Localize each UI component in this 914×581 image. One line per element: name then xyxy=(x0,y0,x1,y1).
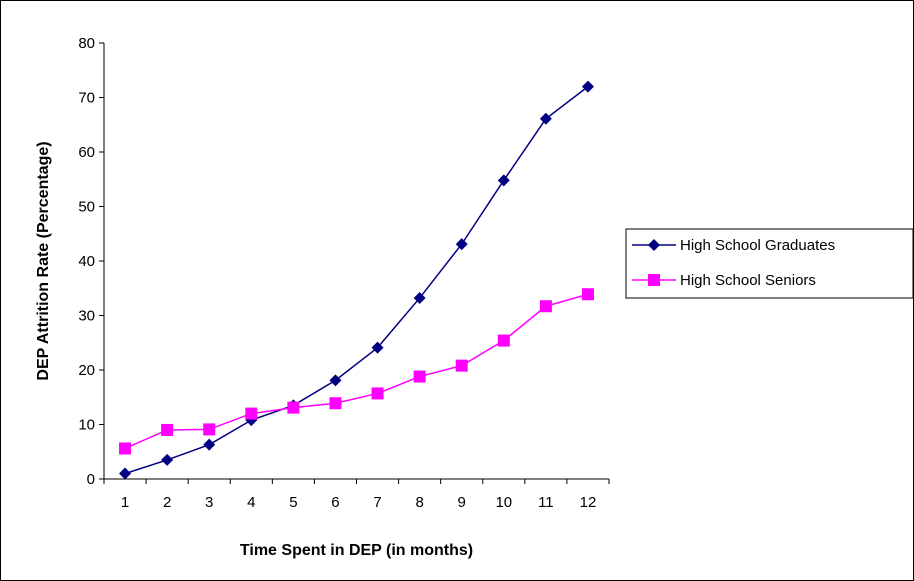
y-axis-ticks: 0 10 20 30 40 50 60 70 80 xyxy=(78,35,104,488)
series-line xyxy=(124,86,589,475)
y-tick-label: 50 xyxy=(78,199,95,216)
y-tick-label: 30 xyxy=(78,308,95,325)
x-tick-label: 8 xyxy=(415,494,423,511)
y-tick-label: 60 xyxy=(78,144,95,161)
data-point xyxy=(413,292,426,305)
x-tick-label: 7 xyxy=(373,494,381,511)
x-tick-label: 5 xyxy=(289,494,297,511)
data-point xyxy=(203,438,216,451)
data-point xyxy=(539,300,552,313)
data-point xyxy=(413,370,426,383)
legend: High School Graduates High School Senior… xyxy=(625,228,914,299)
y-tick-label: 40 xyxy=(78,253,95,270)
y-tick-label: 80 xyxy=(78,35,95,52)
data-point xyxy=(497,334,510,347)
x-tick-label: 9 xyxy=(458,494,466,511)
data-point xyxy=(119,467,132,480)
data-point xyxy=(371,341,384,354)
x-tick-label: 6 xyxy=(331,494,339,511)
legend-label-graduates: High School Graduates xyxy=(680,237,835,254)
x-tick-label: 10 xyxy=(495,494,512,511)
legend-item-graduates: High School Graduates xyxy=(632,237,835,254)
y-tick-label: 70 xyxy=(78,90,95,107)
data-point xyxy=(119,442,132,455)
data-point xyxy=(329,397,342,410)
data-point xyxy=(203,423,216,436)
x-tick-label: 3 xyxy=(205,494,213,511)
y-tick-label: 20 xyxy=(78,362,95,379)
x-axis-title: Time Spent in DEP (in months) xyxy=(240,542,473,559)
data-point xyxy=(539,112,552,125)
data-point xyxy=(329,374,342,387)
x-tick-label: 2 xyxy=(163,494,171,511)
y-axis-title: DEP Attrition Rate (Percentage) xyxy=(35,141,52,380)
data-point xyxy=(497,174,510,187)
legend-label-seniors: High School Seniors xyxy=(680,272,816,289)
series-seniors xyxy=(119,288,594,455)
legend-item-seniors: High School Seniors xyxy=(632,272,816,289)
series-line xyxy=(124,293,589,450)
x-tick-label: 4 xyxy=(247,494,255,511)
legend-marker-seniors xyxy=(648,274,660,286)
legend-marker-graduates xyxy=(648,239,660,251)
data-point xyxy=(161,453,174,466)
y-tick-label: 10 xyxy=(78,417,95,434)
y-tick-label: 0 xyxy=(87,471,95,488)
data-point xyxy=(455,238,468,251)
data-point xyxy=(581,288,594,301)
x-axis-ticks: 1 2 3 4 5 6 7 8 9 10 11 12 xyxy=(103,479,610,511)
data-point xyxy=(161,423,174,436)
data-point xyxy=(287,401,300,414)
data-point xyxy=(371,387,384,400)
series-layer xyxy=(119,80,594,480)
x-tick-label: 1 xyxy=(121,494,129,511)
data-point xyxy=(581,80,594,93)
x-tick-label: 11 xyxy=(538,494,554,511)
data-point xyxy=(245,407,258,420)
x-tick-label: 12 xyxy=(580,494,597,511)
data-point xyxy=(455,359,468,372)
legend-box xyxy=(625,228,914,299)
